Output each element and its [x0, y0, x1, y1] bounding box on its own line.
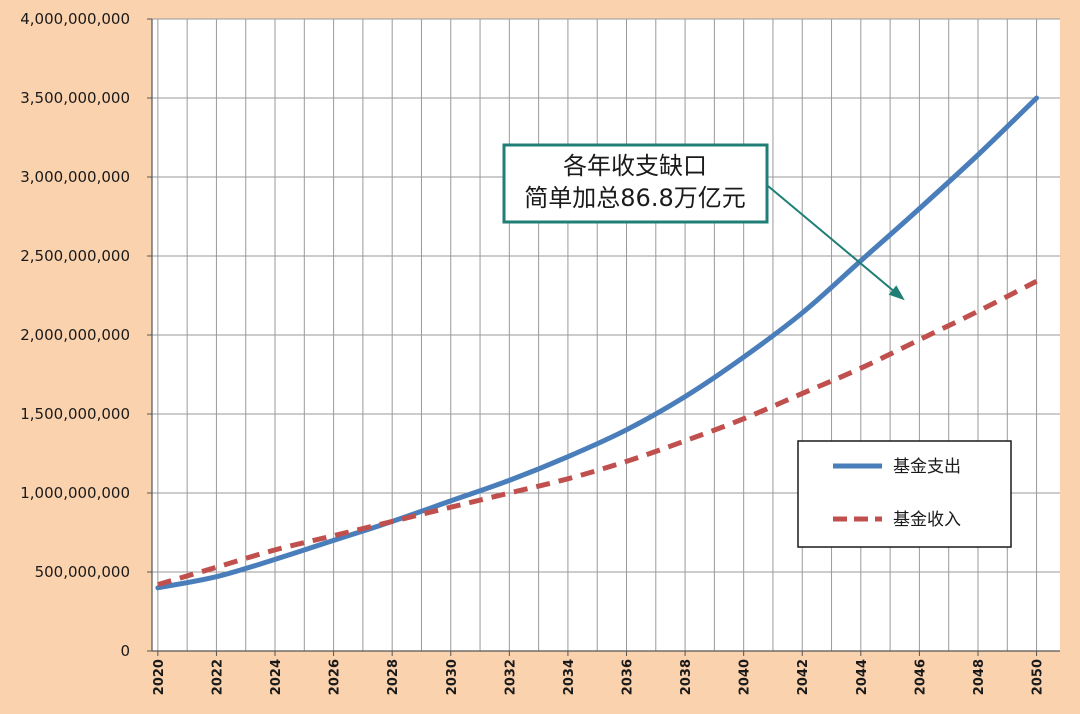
y-tick-label: 1,500,000,000 — [20, 405, 130, 423]
x-tick-label: 2048 — [972, 659, 987, 695]
x-tick-label: 2032 — [503, 659, 518, 695]
x-axis: 2020 2022 2024 2026 2028 2030 2032 2034 2036 2038… — [152, 650, 1060, 695]
series-expenditure-line — [155, 95, 1040, 591]
legend: 基金支出 基金收入 — [797, 440, 1012, 548]
y-axis: 0 500,000,000 1,000,000,000 1,500,000,000 2,… — [20, 10, 153, 660]
x-tick-label: 2030 — [445, 659, 460, 695]
y-tick-label: 2,000,000,000 — [20, 326, 130, 344]
y-tick-label: 0 — [120, 642, 130, 660]
x-tick-label: 2050 — [1031, 659, 1046, 695]
x-tick-label: 2024 — [269, 659, 284, 695]
x-tick-label: 2036 — [621, 659, 636, 695]
callout-arrowhead — [888, 285, 905, 301]
y-tick-label: 3,000,000,000 — [20, 168, 130, 186]
x-tick-label: 2022 — [210, 659, 225, 695]
x-tick-label: 2034 — [562, 659, 577, 695]
callout-box — [502, 143, 769, 224]
x-tick-label: 2020 — [152, 659, 167, 695]
x-tick-label: 2042 — [796, 659, 811, 695]
y-tick-label: 4,000,000,000 — [20, 10, 130, 28]
series-group — [155, 95, 1040, 591]
gap-callout: 各年收支缺口 简单加总86.8万亿元 — [502, 143, 905, 301]
y-tick-label: 2,500,000,000 — [20, 247, 130, 265]
x-tick-label: 2040 — [738, 659, 753, 695]
callout-line-2: 简单加总86.8万亿元 — [524, 184, 745, 212]
x-tick-label: 2038 — [679, 659, 694, 695]
legend-label-expenditure: 基金支出 — [893, 457, 961, 477]
x-tick-label: 2044 — [855, 659, 870, 695]
legend-box — [797, 440, 1012, 548]
legend-label-income: 基金收入 — [893, 510, 961, 530]
callout-line-1: 各年收支缺口 — [563, 152, 707, 180]
y-tick-label: 500,000,000 — [35, 563, 130, 581]
callout-arrow — [767, 185, 894, 291]
x-tick-label: 2026 — [328, 659, 343, 695]
x-tick-label: 2046 — [913, 659, 928, 695]
y-tick-label: 3,500,000,000 — [20, 89, 130, 107]
y-tick-label: 1,000,000,000 — [20, 484, 130, 502]
series-income-line — [157, 279, 1038, 588]
x-tick-label: 2028 — [386, 659, 401, 695]
